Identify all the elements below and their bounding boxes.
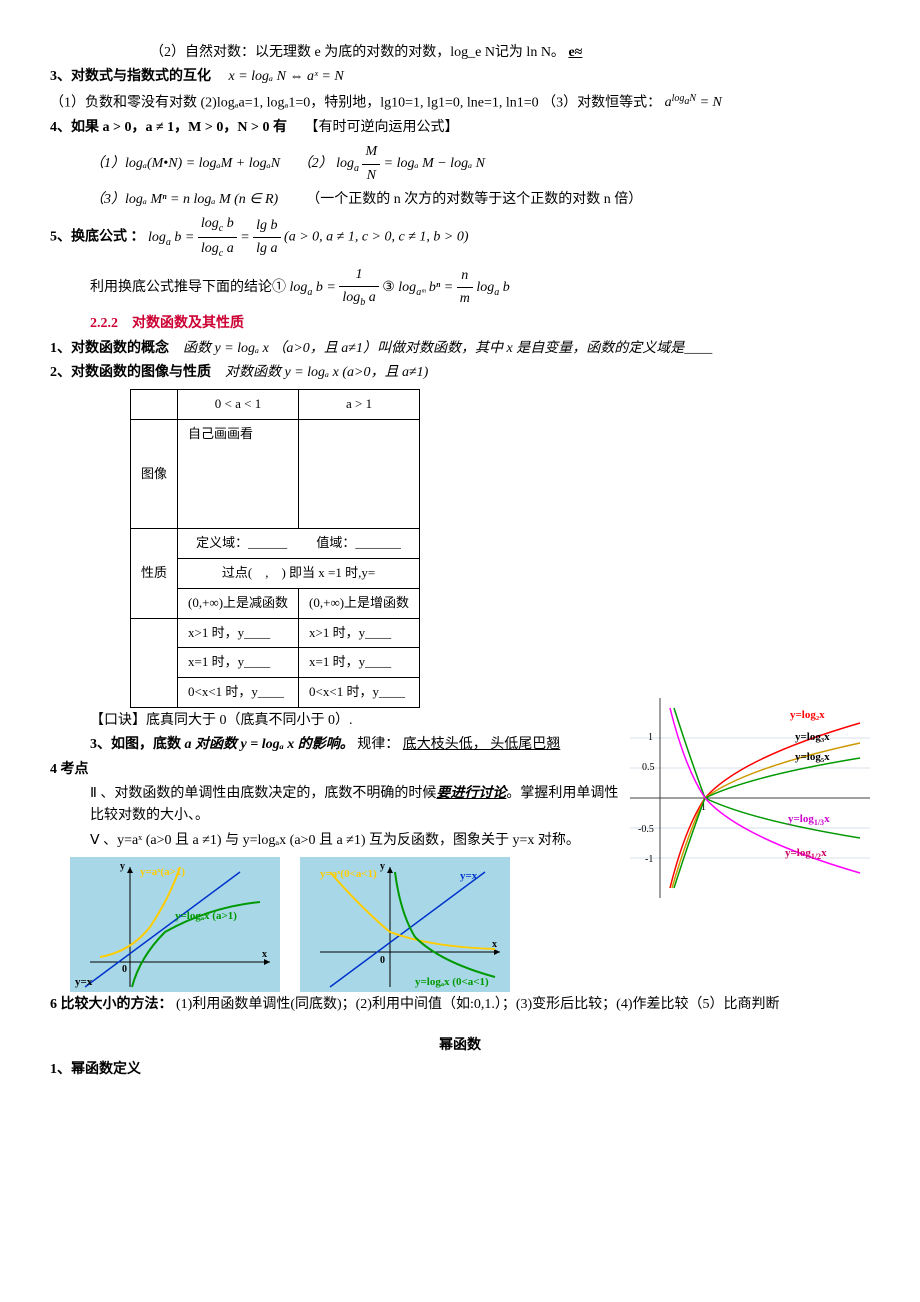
p3-formula: x = logₐ N ⇔ aˣ = N (229, 69, 344, 84)
p5-cond: (a > 0, a ≠ 1, c > 0, c ≠ 1, b > 0) (284, 230, 468, 245)
log-curves-chart: 1 0.5 -0.5 -1 1 y=log₂x y=log₃x y=log₅x … (630, 698, 870, 898)
p3-line: 3、对数式与指数式的互化 x = logₐ N ⇔ aˣ = N (50, 66, 870, 88)
p4-1: （1）logₐ(M•N) = logₐM + logₐN (90, 156, 280, 171)
q2-text: 对数函数 y = logₐ x (a>0，且 a≠1) (225, 365, 428, 380)
p5-sub-3: ③ (382, 280, 395, 295)
draw-2 (299, 420, 420, 529)
q4-ii-em: 要进行讨论 (436, 786, 506, 801)
p5-formula: loga b = logc blogc a = lg blg a (148, 230, 284, 245)
q2-title: 2、对数函数的图像与性质 (50, 365, 211, 380)
q3-pre: 3、如图，底数 (90, 737, 185, 752)
row-graph: 图像 (131, 420, 178, 529)
p5-title: 5、换底公式 ： (50, 230, 145, 245)
p4-3-note: （一个正数的 n 次方的对数等于这个正数的对数 n 倍） (306, 192, 642, 207)
p4-note: 【有时可逆向运用公式】 (304, 120, 458, 135)
legend-log2: y=log₂x (790, 709, 825, 721)
p3-sub-text: （1）负数和零没有对数 (2)logₐa=1, logₐ1=0，特别地，lg10… (50, 95, 661, 110)
p4-1-2: （1）logₐ(M•N) = logₐM + logₐN （2） loga MN… (50, 141, 870, 187)
inverse-fig-1: y x 0 y=aˣ(a>1) y=logₐx (a>1) y=x (70, 857, 280, 992)
power-fn-title: 幂函数 (50, 1035, 870, 1057)
xa2: x=1 时，y____ (178, 648, 299, 678)
fixed-point: 过点( , ) 即当 x =1 时,y= (178, 558, 420, 588)
p4-2: （2） loga MN = logₐ M − logₐ N (298, 156, 485, 171)
svg-text:y=x: y=x (460, 870, 478, 882)
legend-log12: y=log1/2x (785, 847, 827, 861)
th-a-lt-1: 0 < a < 1 (178, 390, 299, 420)
q2-row: 2、对数函数的图像与性质 对数函数 y = logₐ x (a>0，且 a≠1) (50, 362, 870, 384)
p4: 4、如果 a > 0，a ≠ 1，M > 0，N > 0 有 【有时可逆向运用公… (50, 117, 870, 139)
svg-text:y=aˣ(a>1): y=aˣ(a>1) (140, 866, 185, 878)
svg-text:y=logₐx (0<a<1): y=logₐx (0<a<1) (415, 976, 489, 988)
svg-text:y: y (380, 861, 385, 872)
p5-row: 5、换底公式 ： loga b = logc blogc a = lg blg … (50, 213, 870, 262)
svg-text:0: 0 (122, 964, 127, 975)
q3-under: 底大枝头低， 头低尾巴翘 (403, 737, 561, 752)
svg-text:x: x (262, 949, 267, 960)
p3-sub-formula: alogaN = N (665, 95, 722, 110)
p5-sub: 利用换底公式推导下面的结论① loga b = 1logb a ③ logaᵐ … (50, 264, 870, 311)
legend-log5: y=log₅x (795, 751, 830, 763)
svg-text:y=x: y=x (75, 976, 93, 988)
q1-row: 1、对数函数的概念 函数 y = logₐ x （a>0，且 a≠1）叫做对数函… (50, 338, 870, 360)
natural-log-text: （2）自然对数：以无理数 e 为底的对数的对数，log_e N记为 ln N。 (150, 45, 565, 60)
log-props-table: 0 < a < 1 a > 1 图像 自己画画看 性质 定义域：______ 值… (130, 389, 420, 708)
svg-text:-0.5: -0.5 (638, 824, 654, 835)
q3-rule: 规律： (357, 737, 399, 752)
legend-log3: y=log₃x (795, 731, 830, 743)
p3-title: 3、对数式与指数式的互化 (50, 69, 211, 84)
p4-3-row: （3）logₐ Mⁿ = n logₐ M (n ∈ R) （一个正数的 n 次… (50, 189, 870, 211)
natural-log-line: （2）自然对数：以无理数 e 为底的对数的对数，log_e N记为 ln N。 … (50, 42, 870, 64)
domain-range: 定义域：______ 值域：_______ (178, 529, 420, 559)
q6-text: (1)利用函数单调性(同底数)；(2)利用中间值（如:0,1.）；(3)变形后比… (176, 997, 780, 1012)
p4-2-label: （2） (298, 156, 333, 171)
section-222-title: 2.2.2 对数函数及其性质 (90, 316, 244, 331)
legend-log13: y=log1/3x (788, 813, 830, 827)
xa3: 0<x<1 时，y____ (178, 678, 299, 708)
xa1: x>1 时，y____ (178, 618, 299, 648)
xb1: x>1 时，y____ (299, 618, 420, 648)
xb3: 0<x<1 时，y____ (299, 678, 420, 708)
decreasing: (0,+∞)上是减函数 (178, 588, 299, 618)
svg-text:-1: -1 (645, 854, 653, 865)
p4-title: 4、如果 a > 0，a ≠ 1，M > 0，N > 0 有 (50, 120, 287, 135)
q3-mid: 对函数 y = logₐ x 的影响。 (192, 737, 354, 752)
p3-sub: （1）负数和零没有对数 (2)logₐa=1, logₐ1=0，特别地，lg10… (50, 91, 870, 115)
svg-text:y: y (120, 861, 125, 872)
svg-text:0: 0 (380, 955, 385, 966)
q3-a: a (185, 737, 192, 752)
p5-sub-f1: loga b = 1logb a (290, 280, 383, 295)
inverse-fig-2: y x 0 y=aˣ(0<a<1) y=logₐx (0<a<1) y=x (300, 857, 510, 992)
e-approx: e≈ (568, 45, 582, 60)
draw-1: 自己画画看 (178, 420, 299, 529)
section-222: 2.2.2 对数函数及其性质 (50, 313, 870, 335)
th-a-gt-1: a > 1 (299, 390, 420, 420)
p5-sub-f2: logaᵐ bⁿ = nm loga b (398, 280, 509, 295)
p4-2-eq: = logₐ M − logₐ N (384, 156, 485, 171)
svg-text:1: 1 (648, 732, 653, 743)
q1-text: 函数 y = logₐ x （a>0，且 a≠1）叫做对数函数，其中 x 是自变… (183, 341, 712, 356)
svg-text:y=logₐx (a>1): y=logₐx (a>1) (175, 910, 237, 922)
q6-row: 6 比较大小的方法： (1)利用函数单调性(同底数)；(2)利用中间值（如:0,… (50, 994, 870, 1016)
svg-text:y=aˣ(0<a<1): y=aˣ(0<a<1) (320, 868, 377, 880)
p4-3: （3）logₐ Mⁿ = n logₐ M (n ∈ R) (90, 192, 278, 207)
q4-ii-text: Ⅱ 、对数函数的单调性由底数决定的，底数不明确的时候 (90, 786, 436, 801)
increasing: (0,+∞)上是增函数 (299, 588, 420, 618)
power-fn-def: 1、幂函数定义 (50, 1059, 870, 1081)
q6-title: 6 比较大小的方法： (50, 997, 173, 1012)
xb2: x=1 时，y____ (299, 648, 420, 678)
svg-text:0.5: 0.5 (642, 762, 655, 773)
p5-sub-text: 利用换底公式推导下面的结论① (90, 280, 286, 295)
q1-title: 1、对数函数的概念 (50, 341, 169, 356)
row-props: 性质 (131, 529, 178, 618)
svg-text:x: x (492, 939, 497, 950)
inverse-figures: y x 0 y=aˣ(a>1) y=logₐx (a>1) y=x y x 0 … (70, 857, 620, 992)
